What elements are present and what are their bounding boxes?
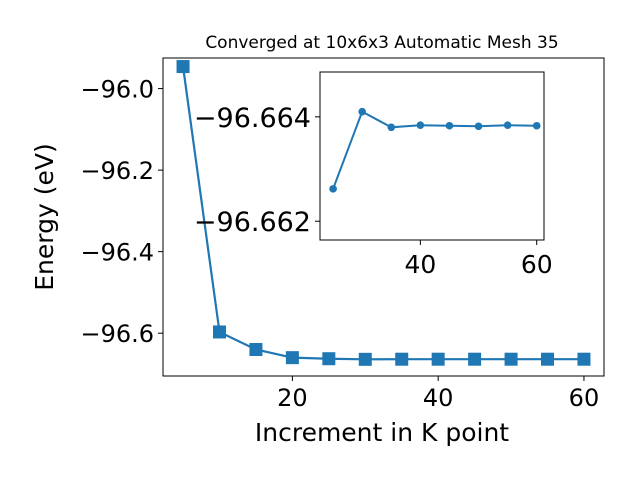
main-data-point <box>577 352 591 366</box>
y-tick-label: −96.0 <box>80 76 154 104</box>
main-data-point <box>249 343 263 356</box>
main-data-point <box>358 352 372 366</box>
main-data-point <box>468 352 482 366</box>
main-data-point <box>176 60 190 74</box>
chart-title: Converged at 10x6x3 Automatic Mesh 35 <box>205 33 558 53</box>
main-data-point <box>212 325 226 339</box>
x-tick-label: 20 <box>277 384 308 412</box>
x-tick-label: 60 <box>569 384 600 412</box>
main-data-point <box>504 352 518 366</box>
main-axes-ticks: 20 40 60 −96.0 −96.2 −96.4 −96.6 <box>80 76 599 412</box>
main-data-point <box>431 352 445 366</box>
inset-data-point <box>387 123 396 132</box>
x-tick-label: 40 <box>423 384 454 412</box>
main-data-point <box>541 352 555 366</box>
inset-data-point <box>416 121 425 130</box>
y-tick-label: −96.4 <box>80 239 154 267</box>
inset-x-tick-label: 60 <box>521 250 553 279</box>
x-axis-label: Increment in K point <box>255 418 509 447</box>
inset-series <box>329 107 541 193</box>
y-tick-label: −96.6 <box>80 320 154 348</box>
inset-data-point <box>445 121 454 130</box>
main-data-point <box>395 352 409 366</box>
main-series <box>176 60 591 366</box>
main-axes-frame <box>162 57 605 377</box>
inset-background <box>320 72 544 240</box>
inset-data-point <box>358 107 366 116</box>
inset-data-point <box>329 185 337 193</box>
inset-data-point <box>503 121 512 130</box>
inset-axes-ticks: 40 60 −96.664 −96.662 <box>194 103 553 279</box>
main-data-point <box>285 351 299 365</box>
inset-y-tick-label: −96.664 <box>194 103 311 134</box>
y-axis-label: Energy (eV) <box>30 143 59 290</box>
inset-y-tick-label: −96.662 <box>194 207 311 238</box>
inset-x-tick-label: 40 <box>404 250 436 279</box>
inset-axes-frame <box>319 71 545 241</box>
inset-series-line <box>332 110 537 190</box>
main-data-point <box>322 352 336 366</box>
inset-data-point <box>532 121 541 130</box>
y-tick-label: −96.2 <box>80 157 154 185</box>
inset-data-point <box>474 122 483 131</box>
